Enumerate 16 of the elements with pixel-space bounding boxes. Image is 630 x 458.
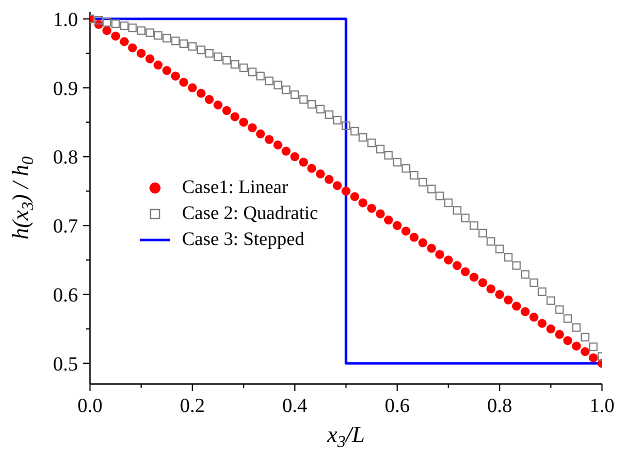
y-tick-label: 0.7 xyxy=(53,216,78,238)
legend-label: Case 2: Quadratic xyxy=(182,203,318,225)
y-tick-label: 0.9 xyxy=(53,78,78,100)
x-tick-label: 0.4 xyxy=(282,395,308,417)
x-axis-title: x$_{3}$/L xyxy=(326,422,365,452)
legend-label: Case 3: Stepped xyxy=(182,229,304,251)
x-tick-label: 1.0 xyxy=(590,395,614,417)
legend-label: Case1: Linear xyxy=(182,177,288,199)
x-tick-label: 0.8 xyxy=(487,395,512,417)
x-tick-label: 0.2 xyxy=(180,395,205,417)
y-tick-label: 0.8 xyxy=(53,146,78,169)
x-tick-label: 0.0 xyxy=(78,395,102,417)
y-tick-label: 1.0 xyxy=(53,8,78,31)
y-tick-label: 0.6 xyxy=(53,284,78,306)
y-tick-label: 0.5 xyxy=(53,353,78,376)
x-tick-label: 0.6 xyxy=(384,395,410,417)
